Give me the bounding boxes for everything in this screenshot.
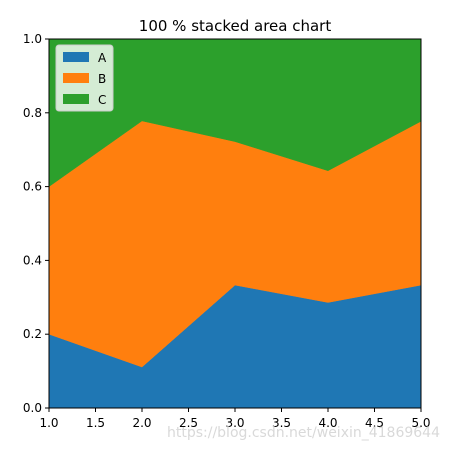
area-layers: [48, 38, 422, 409]
x-tick-label: 4.0: [318, 416, 337, 430]
y-tick-label: 0.8: [23, 106, 42, 120]
x-tick-label: 2.5: [179, 416, 198, 430]
watermark: https://blog.csdn.net/weixin_41869644: [167, 425, 440, 441]
legend-swatch-b: [63, 73, 89, 83]
x-tick-label: 1.5: [86, 416, 105, 430]
x-tick-label: 1.0: [39, 416, 58, 430]
legend-label-b: B: [98, 72, 106, 86]
x-tick-label: 2.0: [132, 416, 151, 430]
y-tick-label: 1.0: [23, 32, 42, 46]
y-tick-label: 0.4: [23, 253, 42, 267]
x-tick-label: 3.0: [225, 416, 244, 430]
y-tick-label: 0.6: [23, 180, 42, 194]
chart-title: 100 % stacked area chart: [139, 17, 332, 35]
x-tick-label: 3.5: [272, 416, 291, 430]
x-tick-label: 5.0: [411, 416, 430, 430]
x-tick-label: 4.5: [365, 416, 384, 430]
y-axis: 0.0 0.2 0.4 0.6 0.8 1.0: [23, 32, 49, 415]
y-tick-label: 0.0: [23, 401, 42, 415]
legend-label-a: A: [98, 51, 107, 65]
x-axis: 1.0 1.5 2.0 2.5 3.0 3.5 4.0 4.5 5.0: [39, 408, 431, 430]
legend: ABC: [55, 44, 114, 112]
legend-label-c: C: [98, 93, 106, 107]
legend-swatch-c: [63, 94, 89, 104]
legend-swatch-a: [63, 52, 89, 62]
y-tick-label: 0.2: [23, 327, 42, 341]
